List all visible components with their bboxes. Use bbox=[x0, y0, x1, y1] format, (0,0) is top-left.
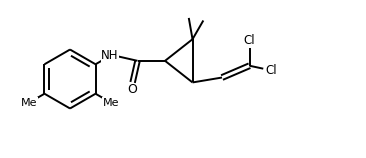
Text: Cl: Cl bbox=[265, 64, 277, 77]
Text: NH: NH bbox=[101, 49, 119, 62]
Text: Me: Me bbox=[21, 98, 37, 108]
Text: O: O bbox=[128, 83, 138, 96]
Text: Cl: Cl bbox=[244, 34, 255, 47]
Text: Me: Me bbox=[102, 98, 119, 108]
